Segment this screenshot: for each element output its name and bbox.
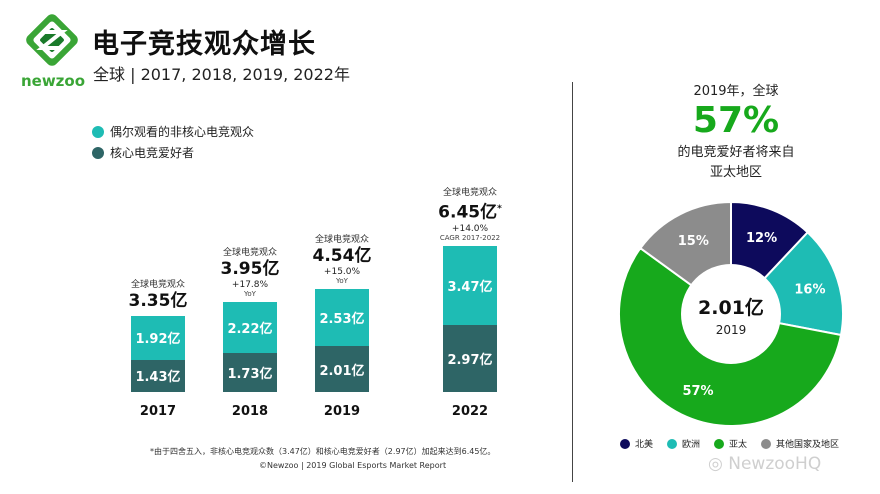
annotation-growth-note: YoY [244, 290, 256, 299]
annotation-total-value: 4.54亿 [312, 245, 372, 266]
bar-annotation-2018: 全球电竞观众 3.95亿 +17.8% YoY [213, 245, 287, 298]
pie-legend-item-north-america: 北美 [620, 437, 653, 450]
pie-legend-item-asia-pacific: 亚太 [714, 437, 747, 450]
x-tick-label-2022: 2022 [451, 404, 489, 419]
annotation-growth-note: YoY [336, 276, 348, 285]
annotation-total: 3.95亿 [213, 258, 287, 280]
x-tick-label-2019: 2019 [323, 404, 361, 419]
pie-legend-label: 亚太 [729, 440, 748, 450]
annotation-label: 全球电竞观众 [314, 234, 369, 245]
x-tick-label-2017: 2017 [139, 404, 177, 419]
pie-legend-label: 北美 [635, 440, 654, 450]
bar-segment-core-2022: 2.97亿 [443, 324, 497, 392]
annotation-total-mark: * [497, 204, 502, 215]
bar-segment-core-2018: 1.73亿 [223, 352, 277, 392]
annotation-total: 3.35亿 [121, 290, 195, 312]
donut-chart: 2.01亿 2019 12% 16% 57% 15% [618, 200, 844, 427]
panel-divider [572, 82, 573, 482]
bar-segment-core-2019: 2.01亿 [315, 346, 369, 392]
annotation-total-value: 6.45亿 [438, 202, 498, 223]
pie-headline-line3: 亚太地区 [709, 165, 762, 180]
pie-legend-label: 欧洲 [682, 440, 701, 450]
legend-item-core: 核心电竞爱好者 [92, 142, 254, 163]
donut-center-year: 2019 [716, 323, 747, 337]
source-credit: ©Newzoo | 2019 Global Esports Market Rep… [259, 461, 447, 470]
donut-slice-label: 15% [678, 234, 709, 249]
page-subtitle: 全球 | 2017, 2018, 2019, 2022年 [93, 65, 350, 84]
pie-headline-percent: 57% [692, 100, 780, 141]
annotation-label: 全球电竞观众 [130, 279, 185, 290]
legend-swatch-core [92, 146, 104, 159]
donut-slice-label: 12% [746, 231, 777, 246]
watermark-text: NewzooHQ [728, 454, 822, 474]
donut-labels: 12% 16% 57% 15% [678, 231, 826, 399]
legend-label-core: 核心电竞爱好者 [110, 146, 195, 160]
bar-segment-casual-2017: 1.92亿 [131, 315, 185, 360]
bar-segment-casual-2018: 2.22亿 [223, 302, 277, 353]
bar-annotation-2019: 全球电竞观众 4.54亿 +15.0% YoY [305, 232, 379, 285]
page-title: 电子竞技观众增长 [92, 29, 316, 60]
pie-headline-line2: 的电竞爱好者将来自 [677, 145, 795, 160]
watermark: ◎ NewzooHQ [708, 454, 822, 474]
donut-slice-label: 16% [794, 282, 825, 297]
annotation-growth: +15.0% [323, 266, 361, 277]
bar-annotation-2017: 全球电竞观众 3.35亿 [121, 277, 195, 312]
footnote: *由于四舍五入，非核心电竞观众数（3.47亿）和核心电竞爱好者（2.97亿）加起… [150, 447, 496, 456]
donut-hole [681, 264, 781, 364]
legend-item-casual: 偶尔观看的非核心电竞观众 [92, 121, 254, 142]
legend-label-casual: 偶尔观看的非核心电竞观众 [110, 125, 255, 139]
annotation-total-value: 3.35亿 [128, 290, 188, 311]
annotation-total: 4.54亿 [305, 245, 379, 267]
logo-text: newzoo [20, 72, 86, 90]
pie-legend-swatch [714, 438, 725, 449]
bar-segment-casual-2019: 2.53亿 [315, 288, 369, 347]
pie-legend: 北美 欧洲 亚太 其他国家及地区 [620, 437, 853, 450]
pie-legend-swatch [667, 438, 678, 449]
bar-legend: 偶尔观看的非核心电竞观众 核心电竞爱好者 [92, 121, 254, 163]
bar-segment-casual-2022: 3.47亿 [443, 245, 497, 325]
pie-legend-swatch [761, 438, 772, 449]
pie-legend-swatch [620, 438, 630, 449]
bar-column-2018: 2.22亿 1.73亿 [223, 302, 277, 392]
pie-legend-item-other: 其他国家及地区 [761, 437, 839, 450]
bar-segment-core-2017: 1.43亿 [131, 359, 185, 392]
pie-legend-label: 其他国家及地区 [776, 440, 840, 450]
pie-headline: 2019年，全球 57% 的电竞爱好者将来自 亚太地区 [612, 80, 860, 183]
annotation-total: 6.45亿* [426, 198, 514, 224]
bar-column-2019: 2.53亿 2.01亿 [315, 288, 369, 392]
annotation-growth-note: CAGR 2017-2022 [439, 233, 501, 242]
bar-column-2017: 1.92亿 1.43亿 [131, 315, 185, 392]
annotation-label: 全球电竞观众 [442, 188, 497, 199]
annotation-growth: +14.0% [451, 223, 489, 234]
pie-legend-item-europe: 欧洲 [667, 437, 700, 450]
legend-swatch-casual [92, 125, 104, 138]
donut-center-value: 2.01亿 [698, 296, 764, 319]
x-tick-label-2018: 2018 [231, 404, 269, 419]
pie-headline-line1: 2019年，全球 [693, 84, 779, 99]
bar-annotation-2022: 全球电竞观众 6.45亿* +14.0% CAGR 2017-2022 [426, 185, 514, 242]
annotation-growth: +17.8% [231, 280, 269, 291]
annotation-label: 全球电竞观众 [222, 248, 277, 259]
newzoo-logo-icon [26, 14, 78, 66]
bar-column-2022: 3.47亿 2.97亿 [443, 245, 497, 392]
donut-slice-label: 57% [682, 384, 713, 399]
annotation-total-value: 3.95亿 [220, 259, 280, 280]
